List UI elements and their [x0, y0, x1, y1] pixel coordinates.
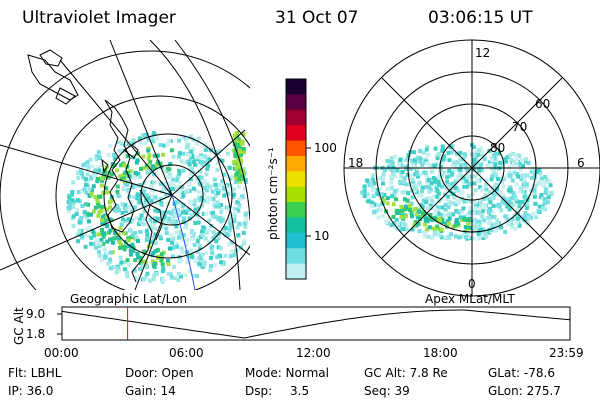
- altitude-timeline: [57, 306, 571, 341]
- right-aurora-oval: [360, 142, 554, 241]
- gc-alt-tick-1-8: 1.8: [26, 327, 46, 341]
- gc-alt-info: GC Alt: 7.8 Re: [364, 366, 448, 380]
- ip-info: IP: 36.0: [8, 384, 54, 398]
- apex-caption: Apex MLat/MLT: [425, 292, 515, 306]
- geographic-map: [0, 40, 250, 290]
- colorbar: [286, 79, 306, 280]
- date-label: 31 Oct 07: [275, 8, 359, 28]
- instrument-title: Ultraviolet Imager: [22, 8, 176, 28]
- time-tick-1200: 12:00: [296, 346, 331, 360]
- geographic-caption: Geographic Lat/Lon: [70, 292, 188, 306]
- time-label: 03:06:15 UT: [428, 8, 533, 28]
- filter-info: Flt: LBHL: [8, 366, 62, 380]
- glat-info: GLat: -78.6: [488, 366, 555, 380]
- gc-alt-axis-label: GC Alt: [12, 307, 26, 345]
- gc-altitude-curve: [61, 309, 571, 339]
- time-tick-1800: 18:00: [423, 346, 458, 360]
- dsp-value: 3.5: [290, 384, 310, 398]
- magnetic-polar-plot: [343, 39, 600, 297]
- colorbar-unit-label: photon cm⁻²s⁻¹: [266, 147, 280, 240]
- gc-alt-tick-9: 9.0: [26, 307, 46, 321]
- mode-info: Mode: Normal: [245, 366, 329, 380]
- colorbar-tick-10: 10: [314, 229, 330, 243]
- time-tick-0000: 00:00: [44, 346, 79, 360]
- mlt-label-0: 0: [468, 277, 476, 291]
- time-tick-2359: 23:59: [549, 346, 584, 360]
- left-aurora-oval: [66, 131, 249, 284]
- sequence-info: Seq: 39: [364, 384, 410, 398]
- mlat-label-60: 60: [535, 97, 551, 111]
- mlt-label-6: 6: [577, 156, 585, 170]
- glon-info: GLon: 275.7: [488, 384, 561, 398]
- colorbar-tick-100: 100: [314, 141, 337, 155]
- mlat-label-70: 70: [512, 120, 528, 134]
- time-tick-0600: 06:00: [169, 346, 204, 360]
- door-info: Door: Open: [125, 366, 194, 380]
- gain-info: Gain: 14: [125, 384, 176, 398]
- mlat-label-80: 80: [490, 141, 506, 155]
- dsp-label: Dsp:: [245, 384, 273, 398]
- mlt-label-12: 12: [475, 46, 491, 60]
- mlt-label-18: 18: [348, 156, 364, 170]
